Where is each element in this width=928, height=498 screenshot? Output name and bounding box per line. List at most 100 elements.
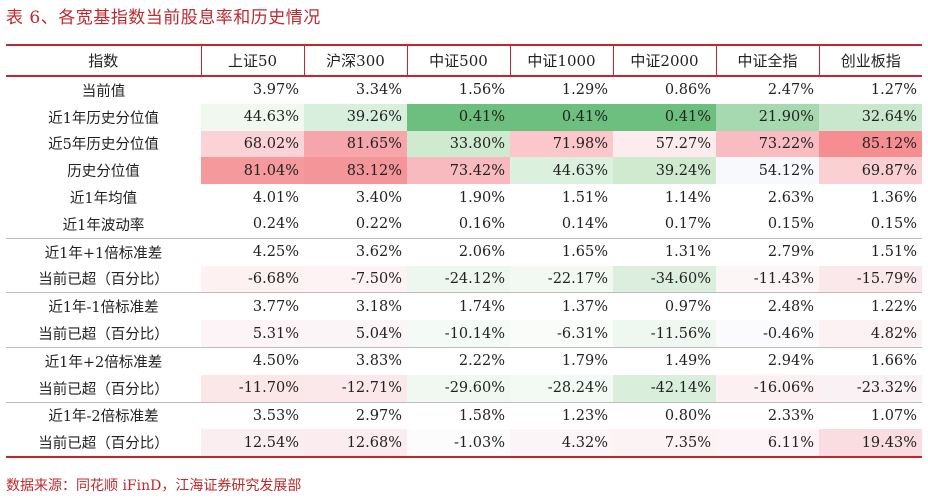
table-cell: -34.60% [613, 265, 716, 293]
table-cell: 1.23% [510, 401, 613, 430]
table-row: 历史分位值 81.04% 83.12% 73.42% 44.63% 39.24% 54.12… [6, 157, 922, 185]
row-label: 历史分位值 [67, 164, 140, 181]
table-cell: 5.04% [304, 320, 407, 348]
table-cell: 1.36% [819, 184, 922, 211]
table-cell: 0.41% [613, 103, 716, 131]
table-cell: 4.82% [819, 320, 922, 348]
table-cell: 6.11% [716, 429, 819, 459]
table-row: 当前已超（百分比） 12.54% 12.68% -1.03% 4.32% 7.35% 6.1… [6, 429, 922, 459]
table-cell: 1.37% [510, 292, 613, 321]
row-label: 近1年历史分位值 [48, 110, 159, 127]
table-cell: 0.24% [201, 210, 304, 239]
table-cell: 1.51% [819, 237, 922, 266]
row-label: 近1年+2倍标准差 [6, 346, 201, 375]
table-cell: -6.68% [201, 265, 304, 293]
table-row: 近1年+1倍标准差 4.25% 3.62% 2.06% 1.65% 1.31% 2.79% 1… [6, 237, 922, 266]
table-cell: 1.79% [510, 346, 613, 375]
row-label: 近1年均值 [69, 191, 138, 208]
table-cell: 39.26% [304, 103, 407, 131]
table-cell: 2.47% [716, 76, 819, 104]
table-cell: 39.24% [613, 157, 716, 185]
table-cell: 3.77% [201, 292, 304, 321]
table-row: 当前值 3.97% 3.34% 1.56% 1.29% 0.86% 2.47% 1.27% [6, 76, 922, 104]
table-row: 近1年-1倍标准差 3.77% 3.18% 1.74% 1.37% 0.97% 2.48% 1… [6, 292, 922, 321]
row-label: 近1年-1倍标准差 [6, 292, 201, 321]
table-cell: 4.32% [510, 429, 613, 459]
table-cell: 1.29% [510, 76, 613, 104]
table-cell: 0.16% [407, 210, 510, 239]
table-cell: 21.90% [716, 103, 819, 131]
table-cell: -22.17% [510, 265, 613, 293]
column-header: 创业板指 [818, 44, 922, 77]
table-cell: -12.71% [304, 374, 407, 403]
table-cell: 44.63% [201, 103, 304, 131]
table-cell: 0.41% [510, 103, 613, 131]
table-cell: 0.86% [613, 76, 716, 104]
table-row: 近1年均值 4.01% 3.40% 1.90% 1.51% 1.14% 2.63% 1.36% [6, 184, 922, 211]
column-header: 中证全指 [715, 44, 819, 77]
table-cell: 32.64% [819, 103, 922, 131]
table-cell: 1.66% [819, 346, 922, 375]
table-cell: 0.97% [613, 292, 716, 321]
table-cell: 2.94% [716, 346, 819, 375]
table-cell: 2.22% [407, 346, 510, 375]
table-cell: 0.14% [510, 210, 613, 239]
table-cell: -11.43% [716, 265, 819, 293]
table-row: 近1年历史分位值 44.63% 39.26% 0.41% 0.41% 0.41% 21.90… [6, 103, 922, 131]
table-cell: 1.51% [510, 184, 613, 211]
row-label: 当前已超（百分比） [38, 381, 169, 398]
table-cell: -16.06% [716, 374, 819, 403]
table-container: 指数 上证50 沪深300 中证500 中证1000 中证2000 中证全指 创业板指 当前值… [6, 44, 922, 459]
table-cell: 5.31% [201, 320, 304, 348]
table-cell: 1.74% [407, 292, 510, 321]
table-cell: 7.35% [613, 429, 716, 459]
row-label: 近1年+1倍标准差 [6, 237, 201, 266]
table-cell: 2.48% [716, 292, 819, 321]
table-cell: 1.14% [613, 184, 716, 211]
table-cell: 4.25% [201, 237, 304, 266]
table-cell: -11.56% [613, 320, 716, 348]
table-cell: 1.49% [613, 346, 716, 375]
table-cell: 71.98% [510, 130, 613, 158]
table-cell: 73.22% [716, 130, 819, 158]
table-cell: 0.41% [407, 103, 510, 131]
table-cell: 4.01% [201, 184, 304, 211]
table-cell: 81.65% [304, 130, 407, 158]
table-row: 近1年+2倍标准差 4.50% 3.83% 2.22% 1.79% 1.49% 2.94% 1… [6, 346, 922, 375]
table-cell: 0.15% [819, 210, 922, 239]
table-cell: 33.80% [407, 130, 510, 158]
row-label: 当前已超（百分比） [6, 429, 201, 459]
table-cell: 2.33% [716, 401, 819, 430]
table-cell: 1.65% [510, 237, 613, 266]
table-cell: -23.32% [819, 374, 922, 403]
table-cell: 3.40% [304, 184, 407, 211]
table-cell: 1.22% [819, 292, 922, 321]
column-header: 上证50 [200, 44, 304, 77]
row-label: 当前值 [81, 83, 126, 100]
table-row: 当前已超（百分比） 5.31% 5.04% -10.14% -6.31% -11.56% -… [6, 320, 922, 348]
header-row: 指数 上证50 沪深300 中证500 中证1000 中证2000 中证全指 创业板指 [6, 44, 922, 77]
column-header: 沪深300 [303, 44, 407, 77]
table-cell: 3.18% [304, 292, 407, 321]
column-header: 指数 [6, 44, 201, 77]
table-row: 近1年-2倍标准差 3.53% 2.97% 1.58% 1.23% 0.80% 2.33% 1… [6, 401, 922, 430]
table-cell: 69.87% [819, 157, 922, 185]
table-cell: 4.50% [201, 346, 304, 375]
table-row: 当前已超（百分比） -6.68% -7.50% -24.12% -22.17% -34.6… [6, 265, 922, 293]
data-source-note: 数据来源：同花顺 iFinD，江海证券研究发展部 [6, 478, 302, 494]
table-cell: -24.12% [407, 265, 510, 293]
row-label: 当前已超（百分比） [38, 272, 169, 289]
column-header: 中证500 [406, 44, 510, 77]
table-cell: -42.14% [613, 374, 716, 403]
table-cell: 1.31% [613, 237, 716, 266]
table-cell: 1.90% [407, 184, 510, 211]
table-cell: 44.63% [510, 157, 613, 185]
table-cell: 3.53% [201, 401, 304, 430]
table-cell: 3.97% [201, 76, 304, 104]
table-cell: -6.31% [510, 320, 613, 348]
column-header: 中证2000 [612, 44, 716, 77]
table-cell: 2.06% [407, 237, 510, 266]
table-cell: 3.34% [304, 76, 407, 104]
table-cell: 73.42% [407, 157, 510, 185]
table-body: 当前值 3.97% 3.34% 1.56% 1.29% 0.86% 2.47% 1.27% 近1… [6, 76, 922, 459]
